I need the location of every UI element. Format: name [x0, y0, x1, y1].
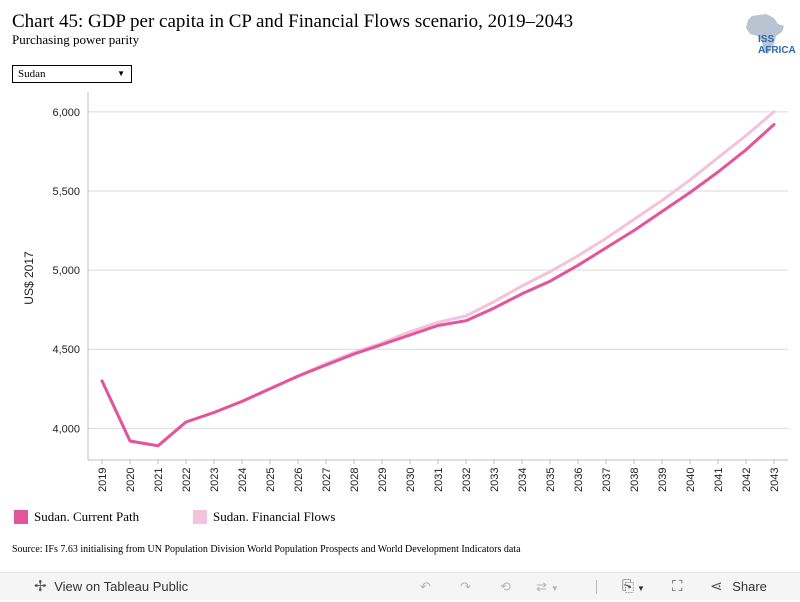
x-tick-label: 2027: [321, 468, 333, 492]
undo-icon: ↶: [420, 579, 431, 594]
revert-button[interactable]: ⟲: [500, 573, 511, 601]
redo-button[interactable]: ↷: [460, 573, 471, 601]
x-tick-label: 2028: [349, 468, 361, 492]
fullscreen-button[interactable]: ⛶: [672, 573, 683, 601]
tableau-logo-icon: ✢: [34, 578, 47, 595]
x-tick-label: 2036: [573, 468, 585, 492]
x-tick-label: 2023: [209, 468, 221, 492]
x-tick-label: 2030: [405, 468, 417, 492]
x-tick-label: 2019: [97, 468, 109, 492]
x-tick-label: 2021: [153, 468, 165, 492]
country-select[interactable]: Sudan ▼: [12, 65, 132, 83]
x-tick-label: 2042: [741, 468, 753, 492]
share-button[interactable]: ⋖ Share: [710, 573, 767, 601]
chevron-down-icon: ▼: [117, 69, 125, 78]
x-tick-label: 2024: [237, 468, 249, 492]
x-tick-label: 2033: [489, 468, 501, 492]
chart-subtitle: Purchasing power parity: [12, 32, 140, 47]
x-tick-label: 2026: [293, 468, 305, 492]
y-tick-label: 6,000: [52, 107, 80, 119]
y-tick-label: 4,500: [52, 344, 80, 356]
tableau-toolbar: ✢ View on Tableau Public ↶ ↷ ⟲ ⇄ ▼ ⎘ ▼ ⛶ ⋖…: [0, 572, 800, 600]
series-line-sudan-financial-flows[interactable]: [100, 110, 776, 448]
legend-swatch-financial-flows: [193, 510, 207, 524]
refresh-button[interactable]: ⇄ ▼: [536, 573, 559, 601]
country-select-value: Sudan: [18, 68, 46, 80]
toolbar-divider: [596, 580, 597, 594]
x-tick-label: 2031: [433, 468, 445, 492]
y-tick-label: 5,000: [52, 265, 80, 277]
legend-swatch-current-path: [14, 510, 28, 524]
x-tick-label: 2034: [517, 468, 529, 492]
legend-item-current-path[interactable]: Sudan. Current Path: [14, 509, 139, 525]
legend-item-financial-flows[interactable]: Sudan. Financial Flows: [193, 509, 335, 525]
view-on-tableau-label: View on Tableau Public: [54, 579, 189, 594]
y-tick-label: 4,000: [52, 423, 80, 435]
line-chart: 4,000 4,500 5,000 5,500 6,000 2019 2020 2021 202…: [22, 92, 788, 492]
y-axis-label: US$ 2017: [22, 251, 36, 305]
share-icon: ⋖: [710, 578, 723, 595]
x-tick-label: 2041: [713, 468, 725, 492]
share-label: Share: [732, 579, 767, 594]
x-tick-label: 2020: [125, 468, 137, 492]
legend-label-current-path: Sudan. Current Path: [34, 509, 140, 524]
revert-icon: ⟲: [500, 579, 511, 594]
view-on-tableau-button[interactable]: ✢ View on Tableau Public: [34, 573, 188, 601]
redo-icon: ↷: [460, 579, 471, 594]
y-tick-label: 5,500: [52, 186, 80, 198]
series-line-sudan-current-path[interactable]: [100, 123, 776, 448]
x-tick-label: 2040: [685, 468, 697, 492]
x-tick-label: 2022: [181, 468, 193, 492]
refresh-icon: ⇄: [536, 579, 547, 594]
x-tick-label: 2039: [657, 468, 669, 492]
x-tick-label: 2038: [629, 468, 641, 492]
x-tick-label: 2037: [601, 468, 613, 492]
chevron-down-icon: ▼: [550, 584, 559, 593]
legend-label-financial-flows: Sudan. Financial Flows: [213, 509, 336, 524]
logo-text: ISS AFRICA: [758, 34, 796, 56]
africa-map-logo: [746, 14, 784, 54]
source-note: Source: IFs 7.63 initialising from UN Po…: [12, 544, 521, 555]
x-tick-label: 2032: [461, 468, 473, 492]
download-icon: ⎘: [622, 578, 635, 595]
x-tick-label: 2043: [769, 468, 781, 492]
chevron-down-icon: ▼: [637, 584, 645, 593]
fullscreen-icon: ⛶: [672, 578, 683, 595]
undo-button[interactable]: ↶: [420, 573, 431, 601]
x-tick-label: 2029: [377, 468, 389, 492]
chart-title: Chart 45: GDP per capita in CP and Finan…: [12, 11, 574, 32]
x-tick-label: 2025: [265, 468, 277, 492]
x-tick-label: 2035: [545, 468, 557, 492]
download-button[interactable]: ⎘ ▼: [622, 573, 645, 601]
